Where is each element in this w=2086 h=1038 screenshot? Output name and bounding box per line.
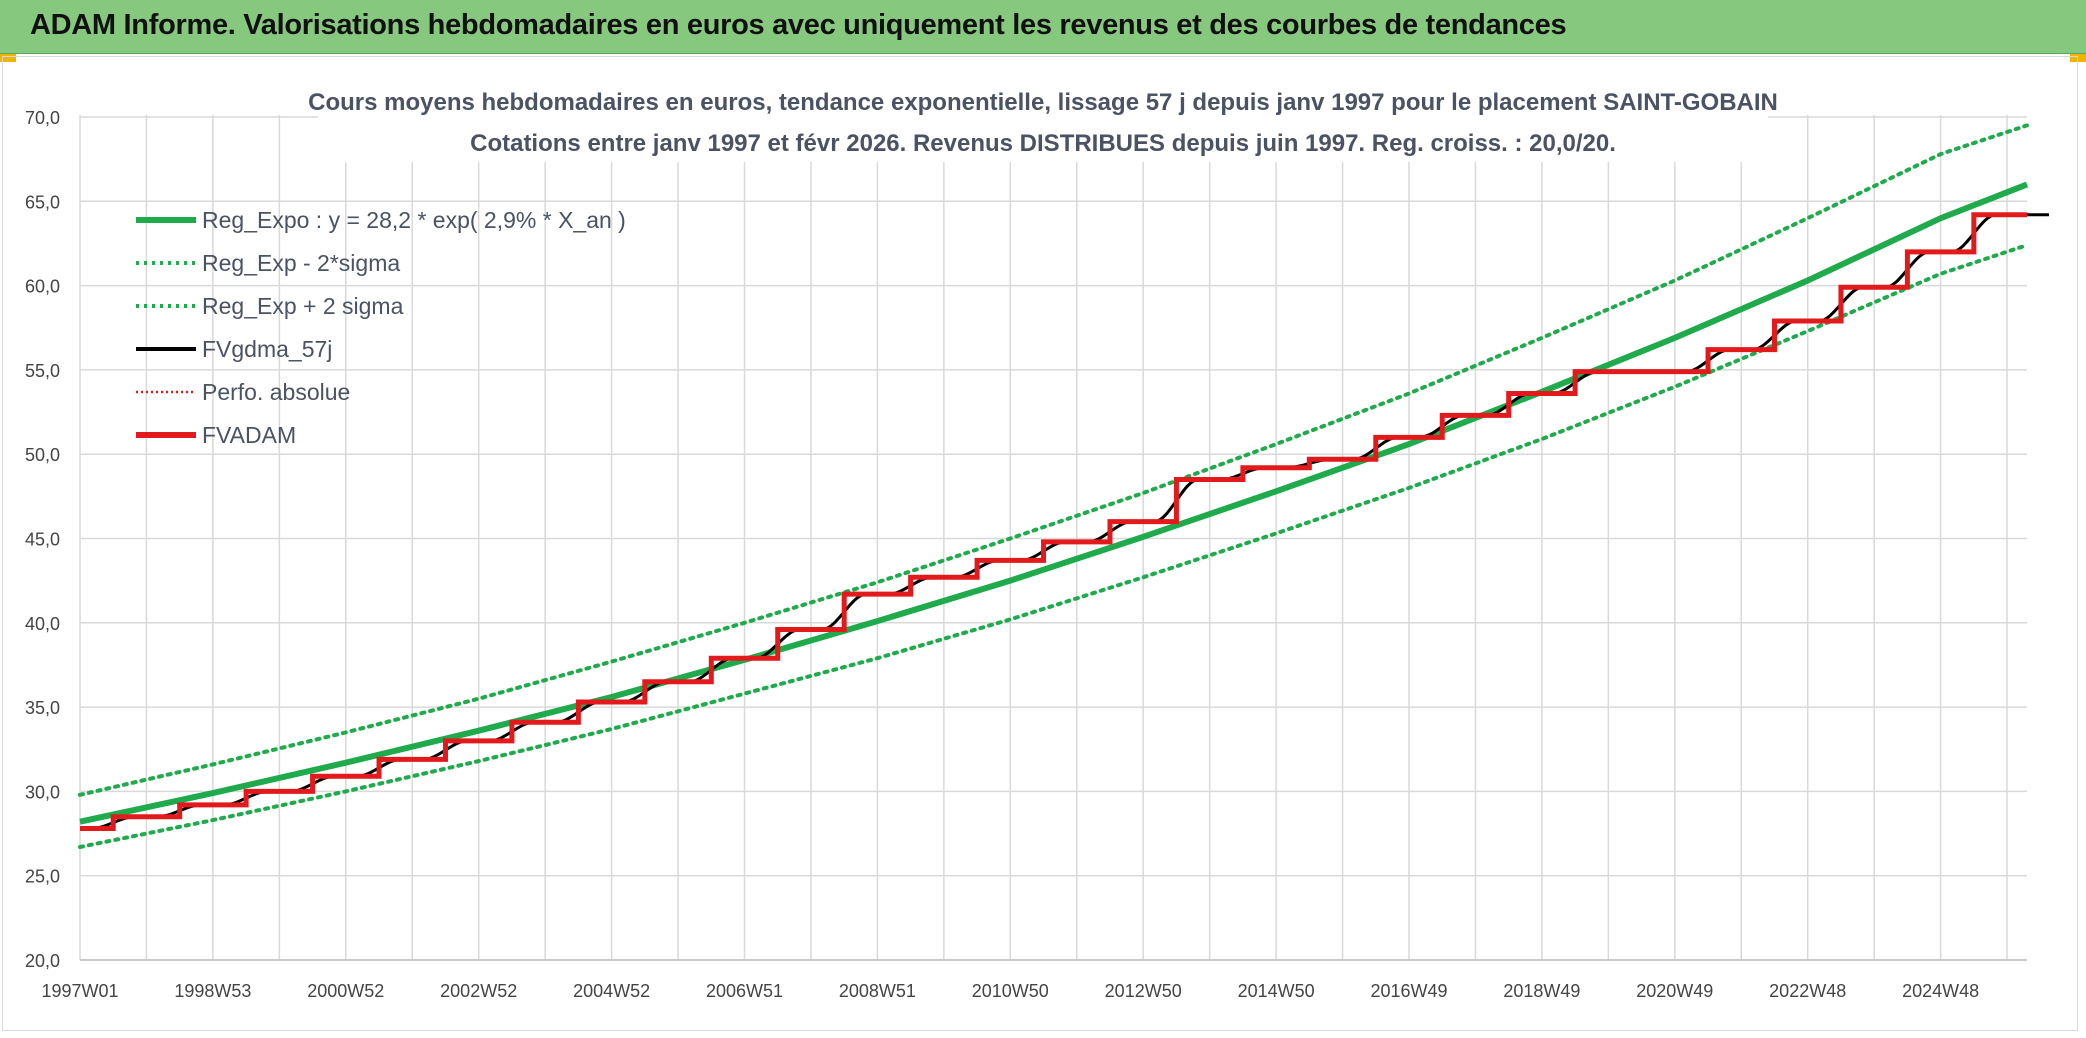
x-tick-label: 2020W49 <box>1636 981 1713 1001</box>
x-tick-label: 2014W50 <box>1238 981 1315 1001</box>
legend-label: Reg_Expo : y = 28,2 * exp( 2,9% * X_an ) <box>202 207 626 233</box>
report-banner: ADAM Informe. Valorisations hebdomadaire… <box>0 0 2086 54</box>
chart-frame <box>2 56 2078 1031</box>
chart-subtitle: Cotations entre janv 1997 et févr 2026. … <box>470 130 1616 157</box>
y-tick-label: 55,0 <box>25 361 60 381</box>
chart-title: Cours moyens hebdomadaires en euros, ten… <box>308 89 1778 116</box>
report-title: ADAM Informe. Valorisations hebdomadaire… <box>30 9 1567 41</box>
x-tick-label: 2024W48 <box>1902 981 1979 1001</box>
series-layer <box>78 123 2049 849</box>
y-tick-label: 60,0 <box>25 277 60 297</box>
y-tick-label: 35,0 <box>25 698 60 718</box>
y-tick-label: 50,0 <box>25 445 60 465</box>
y-tick-label: 70,0 <box>25 108 60 128</box>
y-tick-label: 30,0 <box>25 782 60 802</box>
x-tick-label: 2010W50 <box>972 981 1049 1001</box>
y-axis-ticks: 20,0 25,0 30,0 35,0 40,0 45,0 50,0 55,0 60,0 65,0… <box>25 108 60 971</box>
y-tick-label: 65,0 <box>25 192 60 212</box>
legend-label: FVADAM <box>202 422 296 448</box>
x-tick-label: 2016W49 <box>1370 981 1447 1001</box>
x-tick-label: 2000W52 <box>307 981 384 1001</box>
legend-label: FVgdma_57j <box>202 336 332 362</box>
y-tick-label: 20,0 <box>25 951 60 971</box>
y-tick-label: 40,0 <box>25 614 60 634</box>
legend-label: Perfo. absolue <box>202 379 350 405</box>
x-tick-label: 2018W49 <box>1503 981 1580 1001</box>
series-reg-expo <box>79 181 2029 825</box>
x-axis-ticks: 1997W01 1998W53 2000W52 2002W52 2004W52 2006W… <box>41 981 1979 1001</box>
x-tick-label: 2012W50 <box>1105 981 1182 1001</box>
x-tick-label: 2002W52 <box>440 981 517 1001</box>
x-tick-label: 2006W51 <box>706 981 783 1001</box>
x-tick-label: 2022W48 <box>1769 981 1846 1001</box>
series-fvadam <box>80 212 2027 831</box>
x-tick-label: 1998W53 <box>174 981 251 1001</box>
x-tick-label: 2008W51 <box>839 981 916 1001</box>
legend-label: Reg_Exp + 2 sigma <box>202 293 404 319</box>
grid <box>79 115 2027 961</box>
corner-accent-left <box>0 54 16 62</box>
series-reg-exp-plus-2sigma <box>78 123 2029 797</box>
legend: Reg_Expo : y = 28,2 * exp( 2,9% * X_an )… <box>136 207 626 448</box>
x-tick-label: 1997W01 <box>41 981 118 1001</box>
y-tick-label: 25,0 <box>25 867 60 887</box>
legend-label: Reg_Exp - 2*sigma <box>202 250 400 276</box>
x-tick-label: 2004W52 <box>573 981 650 1001</box>
corner-accent-right <box>2070 54 2086 62</box>
title-backdrop <box>318 84 1768 162</box>
series-reg-exp-minus-2sigma <box>78 243 2029 849</box>
y-tick-label: 45,0 <box>25 530 60 550</box>
